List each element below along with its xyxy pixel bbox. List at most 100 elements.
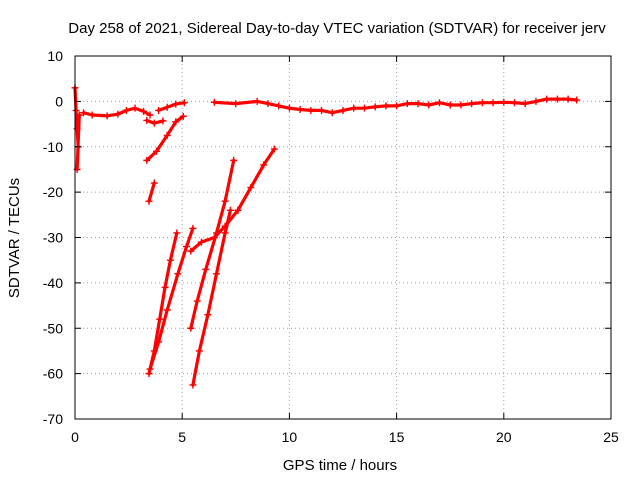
series-rise-a: [143, 112, 187, 164]
data-point: [145, 370, 153, 378]
x-tick-label: 5: [178, 429, 186, 445]
data-point: [307, 106, 315, 114]
x-tick-label: 15: [389, 429, 405, 445]
data-point: [182, 243, 190, 251]
data-point: [339, 106, 347, 114]
data-point: [197, 238, 205, 246]
data-point: [195, 347, 203, 355]
data-point: [403, 100, 411, 108]
data-point: [163, 131, 171, 139]
data-point: [553, 95, 561, 103]
data-point: [189, 381, 197, 389]
x-axis-title: GPS time / hours: [283, 457, 397, 474]
data-point: [114, 110, 122, 118]
series-descent-4: [189, 206, 234, 389]
data-point: [350, 104, 358, 112]
data-point: [161, 283, 169, 291]
data-point: [187, 247, 195, 255]
y-tick-label: -50: [43, 320, 63, 336]
series-descent-1: [145, 229, 181, 378]
x-tick-label: 20: [496, 429, 512, 445]
data-point: [232, 100, 240, 108]
data-point: [264, 100, 272, 108]
data-point: [543, 95, 551, 103]
data-point: [446, 101, 454, 109]
y-axis-title: SDTVAR / TECUs: [6, 178, 23, 298]
data-point: [140, 107, 148, 115]
data-point: [328, 109, 336, 117]
data-point: [221, 197, 229, 205]
data-point: [131, 104, 139, 112]
data-point: [511, 99, 519, 107]
data-point: [371, 103, 379, 111]
data-point: [103, 112, 111, 120]
data-point: [393, 102, 401, 110]
series-dip-early: [143, 116, 167, 127]
series-rise-b: [145, 179, 158, 205]
data-point: [204, 311, 212, 319]
series-baseline-b: [155, 99, 188, 114]
chart-title: Day 258 of 2021, Sidereal Day-to-day VTE…: [68, 20, 606, 37]
series-descent-2: [146, 224, 197, 373]
series-shoulder: [187, 206, 242, 255]
data-point: [234, 206, 242, 214]
data-point: [270, 145, 278, 153]
data-point: [172, 118, 180, 126]
data-point: [468, 100, 476, 108]
y-tick-label: -60: [43, 366, 63, 382]
data-point: [166, 256, 174, 264]
data-point: [202, 265, 210, 273]
data-point: [457, 101, 465, 109]
data-point: [360, 104, 368, 112]
y-tick-label: -20: [43, 184, 63, 200]
series-baseline-c: [210, 95, 581, 117]
data-point: [72, 106, 80, 114]
data-point: [296, 106, 304, 114]
data-point: [382, 102, 390, 110]
data-point: [564, 95, 572, 103]
data-point: [221, 229, 229, 237]
x-tick-label: 10: [282, 429, 298, 445]
y-tick-label: -10: [43, 139, 63, 155]
data-point: [275, 102, 283, 110]
data-point: [489, 99, 497, 107]
data-point: [173, 229, 181, 237]
series-line: [191, 208, 232, 387]
data-point: [163, 103, 171, 111]
data-point: [247, 184, 255, 192]
data-point: [150, 179, 158, 187]
x-tick-label: 25: [603, 429, 619, 445]
series-line: [236, 147, 276, 212]
data-point: [500, 98, 508, 106]
y-tick-label: -30: [43, 230, 63, 246]
data-point: [285, 104, 293, 112]
data-point: [180, 99, 188, 107]
series-line: [147, 181, 156, 203]
data-point: [210, 234, 218, 241]
data-point: [146, 365, 154, 373]
data-point: [260, 161, 268, 169]
data-point: [210, 98, 218, 106]
data-point: [152, 147, 160, 155]
data-point: [174, 270, 182, 278]
series-descent-3: [187, 156, 238, 332]
data-point: [187, 324, 195, 332]
series-late-rise: [234, 145, 278, 214]
data-point: [414, 100, 422, 108]
data-point: [80, 109, 88, 117]
data-point: [163, 306, 171, 314]
y-tick-label: 10: [47, 48, 63, 64]
data-point: [532, 97, 540, 105]
data-point: [221, 222, 229, 230]
series-line: [157, 101, 186, 113]
y-tick-label: -70: [43, 411, 63, 427]
data-point: [155, 338, 163, 346]
series-line: [73, 86, 81, 171]
data-point: [88, 111, 96, 119]
data-point: [478, 99, 486, 107]
data-point: [159, 117, 167, 125]
y-tick-label: 0: [55, 93, 63, 109]
data-point: [155, 106, 163, 114]
data-point: [573, 96, 581, 104]
data-point: [189, 224, 197, 232]
